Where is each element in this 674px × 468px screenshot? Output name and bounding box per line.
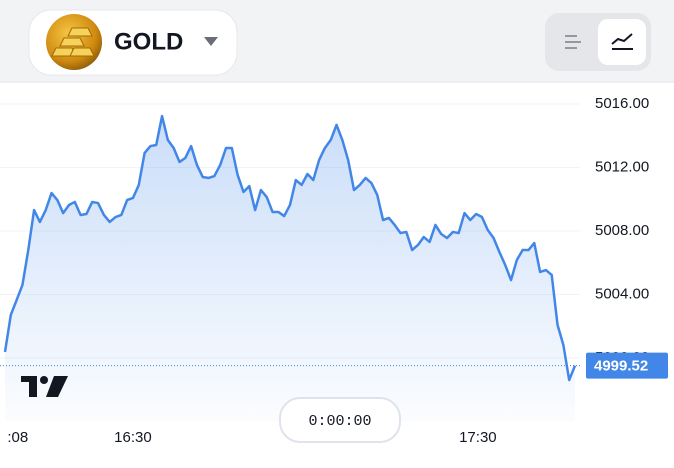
x-tick-label: 16:30: [114, 429, 152, 446]
price-line: [3, 114, 577, 382]
line-toggle[interactable]: [598, 19, 646, 65]
gold-bars: [51, 27, 95, 57]
symbol-button[interactable]: GOLD: [28, 9, 238, 76]
chart-type-toggle[interactable]: [545, 13, 651, 71]
y-tick-label: 5008.00: [595, 222, 649, 239]
y-tick-label: 5004.00: [595, 285, 649, 302]
countdown-pill: [279, 397, 401, 443]
y-tick-label: 5012.00: [595, 158, 649, 175]
area-fill: [5, 116, 575, 422]
line-icon: [611, 33, 633, 50]
countdown: 0:00:00: [279, 397, 401, 443]
list-icon[interactable]: [565, 35, 581, 49]
countdown-text: 0:00:00: [308, 413, 371, 430]
last-price-box: [586, 352, 668, 379]
x-tick-label: :08: [7, 429, 28, 446]
dropdown-arrow[interactable]: [204, 37, 218, 46]
plot-area: 5000.005004.005008.005012.005016.00:0816…: [0, 95, 668, 446]
x-tick-label: 17:30: [459, 429, 497, 446]
symbol-name: GOLD: [114, 28, 183, 55]
last-price-label: 4999.52: [594, 358, 648, 375]
y-tick-label: 5016.00: [595, 95, 649, 112]
tv-logo: [21, 376, 68, 397]
